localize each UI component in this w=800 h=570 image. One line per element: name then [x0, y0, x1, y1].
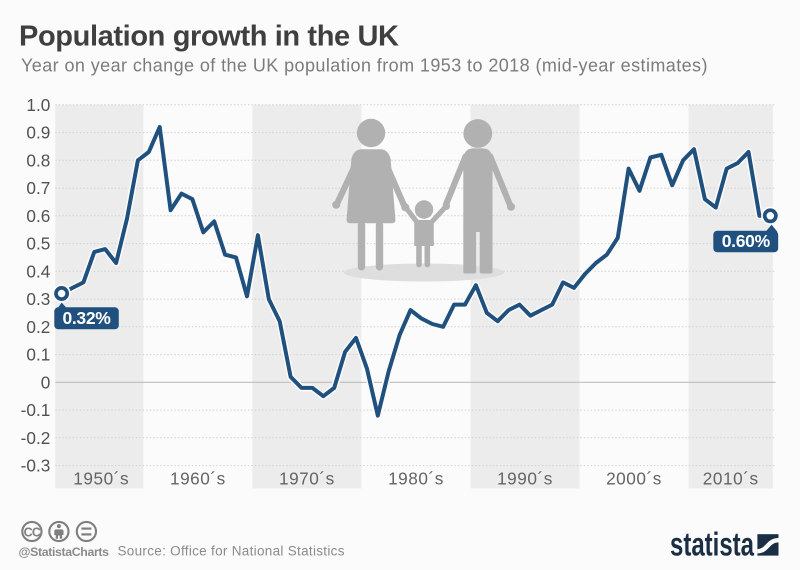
svg-text:1980´s: 1980´s — [388, 469, 444, 489]
svg-text:1.0: 1.0 — [26, 95, 50, 115]
svg-text:0: 0 — [41, 372, 51, 392]
svg-text:0.4: 0.4 — [26, 261, 50, 281]
svg-text:Population growth in the UK: Population growth in the UK — [19, 20, 399, 52]
svg-text:2010´s: 2010´s — [703, 469, 759, 489]
svg-text:Source: Office for National St: Source: Office for National Statistics — [118, 544, 345, 559]
svg-text:0.5: 0.5 — [26, 234, 50, 254]
svg-text:2000´s: 2000´s — [606, 469, 662, 489]
svg-text:-0.1: -0.1 — [21, 400, 51, 420]
svg-text:0.8: 0.8 — [26, 150, 50, 170]
svg-text:0.32%: 0.32% — [62, 308, 111, 328]
svg-text:1990´s: 1990´s — [497, 469, 553, 489]
svg-text:0.6: 0.6 — [26, 206, 50, 226]
svg-text:-0.2: -0.2 — [21, 428, 51, 448]
svg-text:1950´s: 1950´s — [73, 469, 129, 489]
svg-text:0.1: 0.1 — [26, 345, 50, 365]
svg-text:statista: statista — [670, 526, 754, 563]
svg-text:1970´s: 1970´s — [279, 469, 335, 489]
svg-text:1960´s: 1960´s — [170, 469, 226, 489]
svg-text:-0.3: -0.3 — [21, 456, 51, 476]
svg-text:CC: CC — [24, 525, 41, 539]
svg-text:0.3: 0.3 — [26, 289, 50, 309]
svg-text:0.7: 0.7 — [26, 178, 50, 198]
svg-text:0.60%: 0.60% — [722, 231, 771, 251]
svg-text:0.9: 0.9 — [26, 123, 50, 143]
svg-text:0.2: 0.2 — [26, 317, 50, 337]
svg-text:@StatistaCharts: @StatistaCharts — [19, 545, 110, 559]
svg-text:Year on year change of the UK: Year on year change of the UK population… — [21, 55, 708, 75]
